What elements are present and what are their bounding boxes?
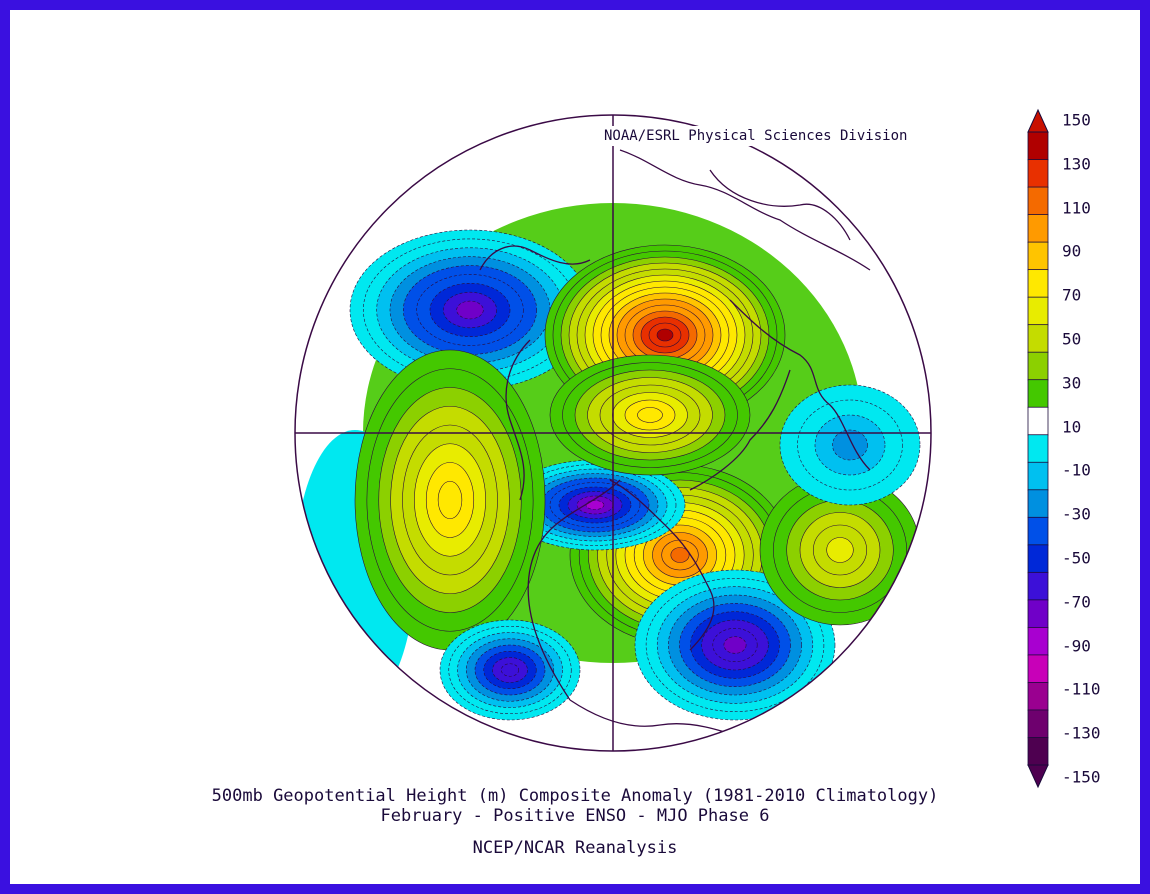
- colorbar-bin: [1027, 296, 1049, 326]
- figure-frame: NOAA/ESRL Physical Sciences Division 150…: [10, 10, 1140, 884]
- colorbar-bin: [1027, 379, 1049, 409]
- colorbar-tick-label: -30: [1062, 504, 1091, 524]
- gulf-of-alaska-ridge-center: [354, 349, 546, 651]
- colorbar-bin: [1027, 571, 1049, 601]
- colorbar-tick-label: -110: [1062, 679, 1101, 699]
- coastline-segment: [709, 169, 851, 241]
- map-title: 500mb Geopotential Height (m) Composite …: [211, 786, 939, 806]
- colorbar-bin: [1027, 269, 1049, 299]
- canada-trough-center: [504, 459, 686, 551]
- eastern-europe-ridge-center: [549, 354, 751, 476]
- coastline-segment: [609, 479, 715, 651]
- colorbar-tick-label: 110: [1062, 198, 1091, 218]
- colorbar-tick-label: 50: [1062, 329, 1082, 349]
- colorbar-tick-label: 90: [1062, 241, 1082, 261]
- anomaly-field: [295, 115, 931, 751]
- colorbar-bin: [1027, 434, 1049, 464]
- colorbar-tick-label: 10: [1062, 417, 1082, 437]
- colorbar-bin: [1027, 461, 1049, 491]
- east-pacific-low-center: [439, 619, 581, 721]
- colorbar-bin: [1027, 186, 1049, 216]
- colorbar-max-arrow: [1027, 108, 1049, 133]
- coastline-segment: [527, 479, 621, 701]
- colorbar-tick-label: 150: [1062, 110, 1091, 130]
- east-asia-low-center: [779, 384, 921, 506]
- colorbar-tick-label: -130: [1062, 723, 1101, 743]
- coastline-segment: [479, 245, 591, 271]
- credit-label: NOAA/ESRL Physical Sciences Division: [600, 126, 912, 146]
- coastline-segment: [689, 369, 791, 491]
- colorbar-bin: [1027, 737, 1049, 766]
- colorbar-tick-label: -10: [1062, 460, 1091, 480]
- colorbar-bin: [1027, 654, 1049, 684]
- colorbar-min-arrow: [1027, 764, 1049, 789]
- colorbar-bin: [1027, 626, 1049, 656]
- colorbar: [1027, 108, 1049, 789]
- colorbar-tick-label: -90: [1062, 636, 1091, 656]
- colorbar-bin: [1027, 406, 1049, 436]
- mongolia-ridge-center: [759, 474, 921, 626]
- colorbar-bin: [1027, 324, 1049, 354]
- colorbar-bin: [1027, 241, 1049, 271]
- coastlines: [479, 149, 871, 741]
- colorbar-bin: [1027, 709, 1049, 739]
- colorbar-tick-label: 30: [1062, 373, 1082, 393]
- colorbar-tick-label: -150: [1062, 767, 1101, 787]
- colorbar-bin: [1027, 544, 1049, 574]
- colorbar-tick-label: -50: [1062, 548, 1091, 568]
- colorbar-bin: [1027, 516, 1049, 546]
- north-pacific-low-center: [349, 229, 591, 391]
- north-atlantic-trough-center: [634, 569, 836, 721]
- colorbar-bin: [1027, 131, 1049, 161]
- colorbar-tick-label: 70: [1062, 285, 1082, 305]
- map-boundary: [294, 114, 932, 752]
- map-subtitle: February - Positive ENSO - MJO Phase 6: [380, 806, 770, 826]
- colorbar-tick-label: -70: [1062, 592, 1091, 612]
- colorbar-bin: [1027, 351, 1049, 381]
- coastline-segment: [619, 149, 871, 271]
- coastline-segment: [505, 339, 531, 501]
- colorbar-bin: [1027, 214, 1049, 243]
- colorbar-bin: [1027, 682, 1049, 711]
- coastline-segment: [729, 299, 871, 471]
- colorbar-bin: [1027, 159, 1049, 188]
- polar-map: [294, 108, 1049, 789]
- data-source: NCEP/NCAR Reanalysis: [472, 838, 678, 858]
- colorbar-bin: [1027, 489, 1049, 519]
- colorbar-bin: [1027, 599, 1049, 629]
- colorbar-tick-label: 130: [1062, 154, 1091, 174]
